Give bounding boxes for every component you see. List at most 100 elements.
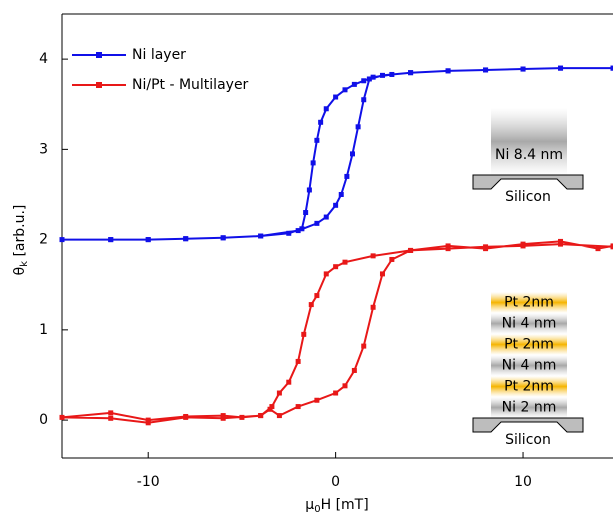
y-tick-label: 4 (39, 51, 48, 67)
layer (491, 292, 567, 313)
point (520, 241, 526, 247)
point (351, 367, 357, 373)
point (361, 78, 367, 84)
y-axis-label: θk [arb.u.] (12, 205, 30, 276)
point (333, 94, 339, 100)
y-label-rest: [arb.u.] (12, 205, 28, 261)
point (258, 233, 264, 239)
point (323, 214, 329, 220)
layer-label: Pt 2nm (504, 379, 554, 395)
x-axis-label: μ0H [mT] (305, 497, 368, 515)
x-tick-label: 10 (514, 474, 532, 490)
point (342, 259, 348, 265)
point (361, 97, 367, 103)
point (333, 202, 339, 208)
y-tick-label: 2 (39, 232, 48, 248)
layer-label: Ni 4 nm (502, 358, 557, 374)
point (333, 390, 339, 396)
point (183, 236, 189, 242)
point (361, 343, 367, 349)
point (379, 271, 385, 277)
point (483, 67, 489, 73)
point (59, 237, 65, 243)
point (595, 246, 601, 252)
point (301, 331, 307, 337)
point (408, 247, 414, 253)
point (318, 119, 324, 125)
point (314, 397, 320, 403)
point (295, 404, 301, 410)
point (314, 220, 320, 226)
layer (491, 376, 567, 397)
point (276, 413, 282, 419)
point (145, 417, 151, 423)
point (366, 76, 372, 82)
layer-label: Ni 8.4 nm (495, 147, 563, 163)
y-label-sub: k (19, 261, 30, 267)
point (558, 238, 564, 244)
point (286, 379, 292, 385)
x-label-sub: 0 (314, 504, 320, 515)
point (306, 187, 312, 193)
point (344, 173, 350, 179)
legend-marker (96, 82, 102, 88)
layer-label: Pt 2nm (504, 295, 554, 311)
point (379, 72, 385, 78)
layer (491, 313, 567, 334)
point (333, 264, 339, 270)
point (145, 420, 151, 426)
point (220, 235, 226, 241)
point (445, 246, 451, 252)
point (286, 230, 292, 236)
point (183, 414, 189, 420)
point (267, 406, 273, 412)
legend-marker (96, 52, 102, 58)
y-tick-label: 1 (39, 322, 48, 338)
point (445, 243, 451, 249)
point (145, 237, 151, 243)
layer-label: Ni 2 nm (502, 400, 557, 416)
point (310, 160, 316, 166)
point (276, 390, 282, 396)
point (323, 271, 329, 277)
y-label-symbol: θ (12, 267, 28, 276)
point (314, 137, 320, 143)
point (299, 226, 305, 232)
point (408, 70, 414, 76)
point (355, 124, 361, 130)
point (220, 415, 226, 421)
layer (491, 355, 567, 376)
layer-label: Ni 4 nm (502, 316, 557, 332)
point (370, 304, 376, 310)
layer (491, 108, 567, 175)
point (483, 246, 489, 252)
layer (491, 334, 567, 355)
point (520, 66, 526, 72)
point (342, 87, 348, 93)
point (338, 191, 344, 197)
substrate (472, 417, 584, 433)
substrate (472, 174, 584, 190)
point (558, 241, 564, 247)
point (308, 302, 314, 308)
point (59, 414, 65, 420)
x-tick-label: -10 (137, 474, 160, 490)
point (295, 228, 301, 234)
point (323, 106, 329, 112)
point (610, 243, 613, 249)
layer-label: Pt 2nm (504, 337, 554, 353)
x-tick-label: 0 (331, 474, 340, 490)
point (389, 71, 395, 77)
legend-label: Ni/Pt - Multilayer (132, 77, 249, 93)
point (303, 210, 309, 216)
point (445, 68, 451, 74)
y-tick-label: 3 (39, 141, 48, 157)
point (258, 413, 264, 419)
layer (491, 397, 567, 418)
point (342, 383, 348, 389)
point (610, 65, 613, 71)
y-tick-label: 0 (39, 412, 48, 428)
x-label-symbol: μ (305, 497, 314, 513)
point (370, 74, 376, 80)
